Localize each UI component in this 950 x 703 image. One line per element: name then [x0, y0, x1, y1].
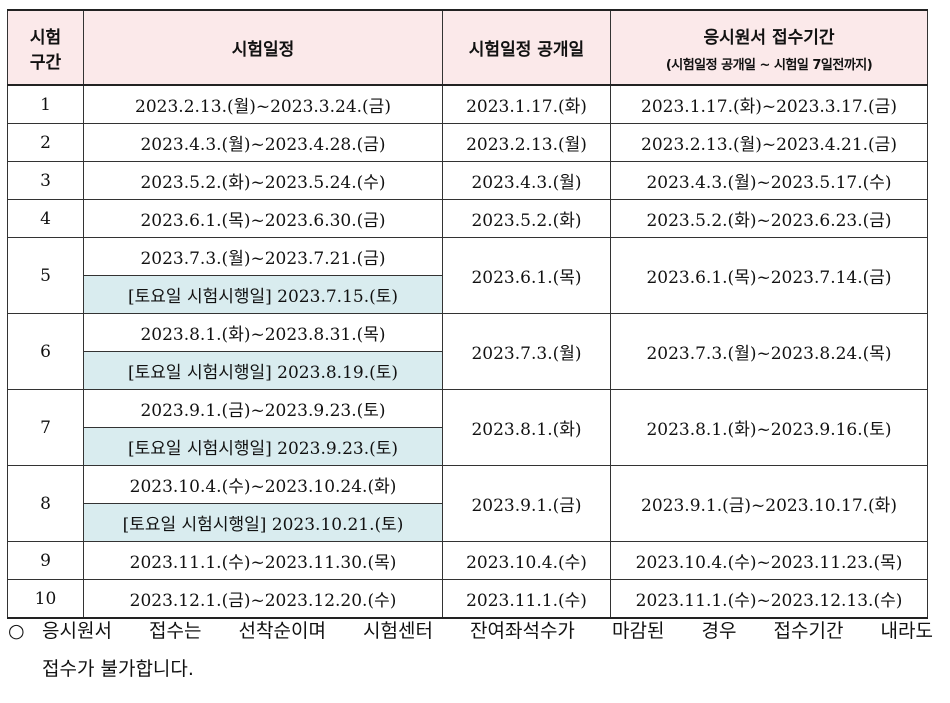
application-note: ○ 응시원서 접수는 선착순이며 시험센터 잔여좌석수가 마감된 경우 접수기간 …	[8, 612, 933, 688]
cell-application-period: 2023.10.4.(수)~2023.11.23.(목)	[610, 541, 928, 580]
table-row: 5 2023.7.3.(월)~2023.7.21.(금) 2023.6.1.(목…	[7, 237, 928, 314]
cell-application-period: 2023.6.1.(목)~2023.7.14.(금)	[610, 237, 928, 314]
cell-release-date: 2023.7.3.(월)	[442, 313, 611, 390]
table-row: 1 2023.2.13.(월)~2023.3.24.(금) 2023.1.17.…	[7, 84, 928, 124]
cell-section-no: 2	[7, 123, 84, 162]
cell-application-period: 2023.9.1.(금)~2023.10.17.(화)	[610, 465, 928, 542]
cell-schedule: 2023.6.1.(목)~2023.6.30.(금)	[83, 199, 443, 238]
cell-release-date: 2023.6.1.(목)	[442, 237, 611, 314]
cell-section-no: 1	[7, 84, 84, 124]
table-header-row: 시험 구간 시험일정 시험일정 공개일 응시원서 접수기간 (시험일정 공개일 …	[7, 9, 928, 86]
cell-saturday-exam-date: [토요일 시험시행일] 2023.10.21.(토)	[83, 503, 443, 542]
cell-schedule: 2023.10.4.(수)~2023.10.24.(화)	[83, 465, 443, 504]
cell-section-no: 5	[7, 237, 84, 314]
cell-section-no: 10	[7, 579, 84, 619]
table-row: 8 2023.10.4.(수)~2023.10.24.(화) 2023.9.1.…	[7, 465, 928, 542]
table-subrow: [토요일 시험시행일] 2023.10.21.(토)	[8, 503, 928, 542]
table-subrow: [토요일 시험시행일] 2023.7.15.(토)	[8, 275, 928, 314]
cell-application-period: 2023.1.17.(화)~2023.3.17.(금)	[610, 84, 928, 124]
header-exam-section: 시험 구간	[7, 9, 84, 86]
cell-application-period: 2023.5.2.(화)~2023.6.23.(금)	[610, 199, 928, 238]
cell-section-no: 7	[7, 389, 84, 466]
cell-release-date: 2023.11.1.(수)	[442, 579, 611, 619]
header-exam-schedule: 시험일정	[83, 9, 443, 86]
cell-section-no: 8	[7, 465, 84, 542]
cell-release-date: 2023.2.13.(월)	[442, 123, 611, 162]
note-text-1: 응시원서 접수는 선착순이며 시험센터 잔여좌석수가 마감된 경우 접수기간 내…	[42, 620, 933, 642]
cell-saturday-exam-date: [토요일 시험시행일] 2023.9.23.(토)	[83, 427, 443, 466]
cell-schedule: 2023.2.13.(월)~2023.3.24.(금)	[83, 84, 443, 124]
cell-section-no: 3	[7, 161, 84, 200]
header-application-period-sub: (시험일정 공개일 ~ 시험일 7일전까지)	[665, 57, 873, 73]
cell-application-period: 2023.4.3.(월)~2023.5.17.(수)	[610, 161, 928, 200]
cell-section-no: 6	[7, 313, 84, 390]
table-row: 2 2023.4.3.(월)~2023.4.28.(금) 2023.2.13.(…	[7, 123, 928, 162]
cell-application-period: 2023.11.1.(수)~2023.12.13.(수)	[610, 579, 928, 619]
cell-schedule: 2023.5.2.(화)~2023.5.24.(수)	[83, 161, 443, 200]
table-subrow: [토요일 시험시행일] 2023.8.19.(토)	[8, 351, 928, 390]
cell-schedule: 2023.12.1.(금)~2023.12.20.(수)	[83, 579, 443, 619]
cell-schedule: 2023.8.1.(화)~2023.8.31.(목)	[83, 313, 443, 352]
table-row: 3 2023.5.2.(화)~2023.5.24.(수) 2023.4.3.(월…	[7, 161, 928, 200]
table-row: 9 2023.11.1.(수)~2023.11.30.(목) 2023.10.4…	[7, 541, 928, 580]
header-exam-section-line2: 구간	[29, 52, 62, 73]
table-row: 10 2023.12.1.(금)~2023.12.20.(수) 2023.11.…	[7, 579, 928, 619]
cell-schedule: 2023.9.1.(금)~2023.9.23.(토)	[83, 389, 443, 428]
cell-release-date: 2023.9.1.(금)	[442, 465, 611, 542]
exam-schedule-table: 시험 구간 시험일정 시험일정 공개일 응시원서 접수기간 (시험일정 공개일 …	[7, 9, 928, 619]
cell-release-date: 2023.8.1.(화)	[442, 389, 611, 466]
cell-application-period: 2023.2.13.(월)~2023.4.21.(금)	[610, 123, 928, 162]
table-row: 4 2023.6.1.(목)~2023.6.30.(금) 2023.5.2.(화…	[7, 199, 928, 238]
note-line-1: ○ 응시원서 접수는 선착순이며 시험센터 잔여좌석수가 마감된 경우 접수기간 …	[8, 612, 933, 650]
cell-application-period: 2023.7.3.(월)~2023.8.24.(목)	[610, 313, 928, 390]
table-row: 7 2023.9.1.(금)~2023.9.23.(토) 2023.8.1.(화…	[7, 389, 928, 466]
cell-application-period: 2023.8.1.(화)~2023.9.16.(토)	[610, 389, 928, 466]
table-row: 6 2023.8.1.(화)~2023.8.31.(목) 2023.7.3.(월…	[7, 313, 928, 390]
header-application-period-main: 응시원서 접수기간	[703, 27, 835, 48]
circle-bullet-icon: ○	[8, 620, 25, 642]
cell-schedule: 2023.7.3.(월)~2023.7.21.(금)	[83, 237, 443, 276]
cell-saturday-exam-date: [토요일 시험시행일] 2023.8.19.(토)	[83, 351, 443, 390]
cell-schedule: 2023.4.3.(월)~2023.4.28.(금)	[83, 123, 443, 162]
cell-release-date: 2023.1.17.(화)	[442, 84, 611, 124]
header-release-date: 시험일정 공개일	[442, 9, 611, 86]
cell-section-no: 9	[7, 541, 84, 580]
note-text-2: 접수가 불가합니다.	[42, 658, 194, 680]
cell-release-date: 2023.4.3.(월)	[442, 161, 611, 200]
header-application-period: 응시원서 접수기간 (시험일정 공개일 ~ 시험일 7일전까지)	[610, 9, 928, 86]
cell-schedule: 2023.11.1.(수)~2023.11.30.(목)	[83, 541, 443, 580]
cell-section-no: 4	[7, 199, 84, 238]
cell-release-date: 2023.10.4.(수)	[442, 541, 611, 580]
cell-saturday-exam-date: [토요일 시험시행일] 2023.7.15.(토)	[83, 275, 443, 314]
cell-release-date: 2023.5.2.(화)	[442, 199, 611, 238]
header-exam-section-line1: 시험	[29, 27, 62, 48]
